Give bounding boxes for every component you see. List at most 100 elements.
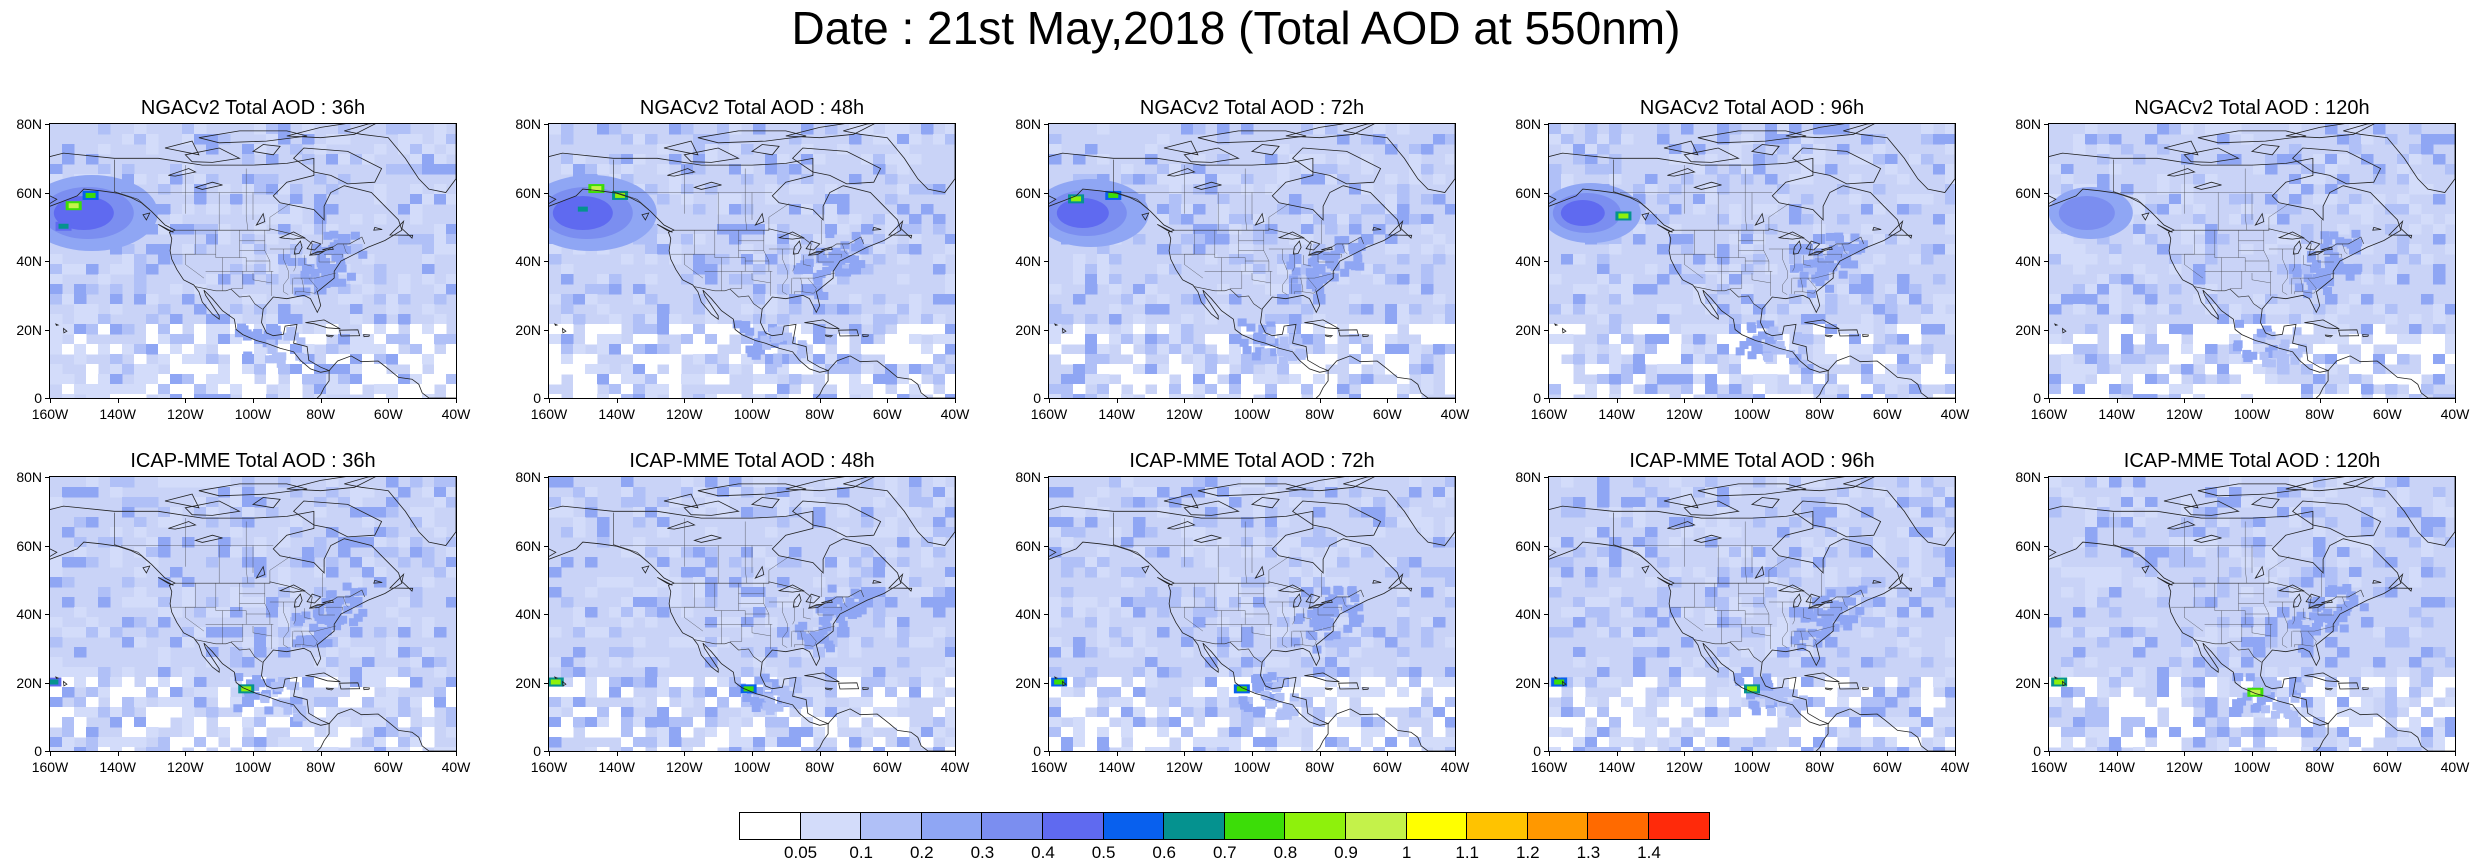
x-tick-mark [1116, 751, 1118, 756]
panel-title: ICAP-MME Total AOD : 36h [130, 450, 376, 472]
x-tick-mark [117, 751, 119, 756]
colorbar-label: 1.1 [1455, 843, 1479, 862]
y-tick-mark [1044, 477, 1049, 478]
x-tick-label: 80W [306, 759, 336, 775]
panel-title: NGACv2 Total AOD : 48h [639, 97, 865, 119]
aod-map [548, 123, 956, 399]
x-tick-label: 160W [31, 759, 69, 775]
coastlines [1549, 124, 1955, 398]
colorbar-label: 0.7 [1212, 843, 1237, 862]
x-tick-mark [2387, 751, 2389, 756]
y-tick-label: 60N [1015, 537, 1041, 554]
colorbar-label: 0.2 [909, 843, 934, 862]
y-tick-label: 0 [1533, 743, 1541, 759]
x-tick-label: 100W [1233, 406, 1271, 422]
x-tick-label: 60W [373, 759, 403, 775]
high-aod-patches [1615, 211, 1632, 221]
x-tick-label: 80W [2305, 759, 2335, 775]
aod-field [2049, 124, 2455, 398]
y-tick-mark [2044, 614, 2049, 615]
high-aod-patches [549, 677, 757, 694]
x-tick-mark [549, 751, 550, 756]
y-tick-label: 80N [1015, 469, 1041, 485]
y-tick-mark [1044, 329, 1049, 331]
x-tick-mark [1887, 751, 1889, 756]
x-tick-label: 140W [598, 406, 635, 422]
x-tick-mark [819, 751, 821, 756]
x-tick-label: 160W [530, 759, 568, 775]
aod-map [2048, 476, 2456, 752]
y-tick-label: 40N [1515, 253, 1541, 269]
high-aod-patches [1051, 677, 1250, 694]
y-tick-label: 20N [1515, 321, 1541, 338]
y-tick-mark [544, 261, 549, 262]
y-tick-label: 20N [16, 321, 42, 338]
coastlines [1549, 477, 1955, 751]
x-tick-mark [887, 751, 889, 756]
aod-field [1549, 124, 1955, 398]
colorbar-label: 0.9 [1334, 843, 1358, 862]
x-tick-label: 120W [167, 759, 204, 775]
aod-field-cells [50, 477, 456, 751]
y-tick-mark [1044, 124, 1049, 125]
map-panel: ICAP-MME Total AOD : 96h 0 20N 40N 60N 80N 160… [1515, 450, 1969, 775]
y-tick-label: 0 [1533, 390, 1541, 406]
x-tick-label: 120W [666, 406, 703, 422]
aod-field-cells [2049, 124, 2455, 398]
aod-field-cells [2049, 477, 2455, 751]
y-tick-label: 20N [1515, 674, 1541, 691]
y-tick-label: 40N [2015, 253, 2041, 269]
x-tick-mark [456, 398, 457, 403]
x-tick-mark [2184, 398, 2186, 403]
aod-field-cells [549, 124, 955, 398]
coastlines [50, 477, 456, 751]
x-tick-mark [955, 398, 956, 403]
colorbar-swatch [1284, 812, 1346, 840]
x-tick-mark [1455, 398, 1456, 403]
x-tick-mark [2116, 751, 2118, 756]
y-tick-label: 60N [2015, 184, 2041, 201]
x-tick-label: 160W [2030, 759, 2068, 775]
aod-map [1048, 123, 1456, 399]
x-tick-label: 100W [2233, 759, 2271, 775]
y-tick-label: 0 [1033, 390, 1041, 406]
x-tick-label: 40W [940, 759, 970, 775]
map-panel: ICAP-MME Total AOD : 120h 0 20N 40N 60N 80N 16… [2015, 450, 2469, 775]
y-tick-label: 0 [34, 743, 42, 759]
y-tick-mark [2044, 124, 2049, 125]
political-borders [114, 512, 365, 663]
x-tick-mark [2184, 751, 2186, 756]
colorbar [739, 812, 1710, 840]
x-tick-label: 120W [1166, 759, 1203, 775]
x-tick-mark [752, 751, 753, 756]
y-tick-label: 0 [2033, 390, 2041, 406]
x-tick-mark [1319, 398, 1321, 403]
map-panel: NGACv2 Total AOD : 36h 0 20N 40N 60N 80N 160W 1… [16, 97, 470, 422]
x-tick-label: 80W [1805, 759, 1835, 775]
x-tick-mark [50, 398, 51, 403]
y-tick-label: 40N [1015, 253, 1041, 269]
y-tick-mark [1044, 398, 1049, 399]
colorbar-swatch [1526, 812, 1589, 840]
colorbar-swatch [1163, 812, 1225, 840]
x-tick-mark [1455, 751, 1456, 756]
y-tick-mark [2044, 398, 2049, 399]
y-tick-label: 20N [515, 321, 541, 338]
figure-title: Date : 21st May,2018 (Total AOD at 550nm… [791, 2, 1681, 54]
aod-field [2049, 477, 2455, 751]
x-tick-mark [1387, 751, 1389, 756]
y-tick-label: 60N [16, 184, 42, 201]
map-panel: ICAP-MME Total AOD : 36h 0 20N 40N 60N 80N 160… [16, 450, 470, 775]
x-tick-mark [185, 398, 187, 403]
y-tick-label: 80N [515, 116, 541, 132]
aod-field [549, 124, 955, 398]
y-tick-label: 80N [16, 469, 42, 485]
aod-field [1049, 477, 1455, 751]
y-tick-mark [1544, 329, 1549, 331]
colorbar-labels: 0.05 0.1 0.2 0.3 0.4 0.5 0.6 0.7 0.8 0.9 1 1.1 1.2 1.… [740, 844, 1740, 862]
y-tick-label: 40N [16, 253, 42, 269]
x-tick-mark [1184, 398, 1186, 403]
x-tick-label: 140W [598, 759, 635, 775]
y-tick-mark [2044, 477, 2049, 478]
x-tick-label: 40W [940, 406, 970, 422]
